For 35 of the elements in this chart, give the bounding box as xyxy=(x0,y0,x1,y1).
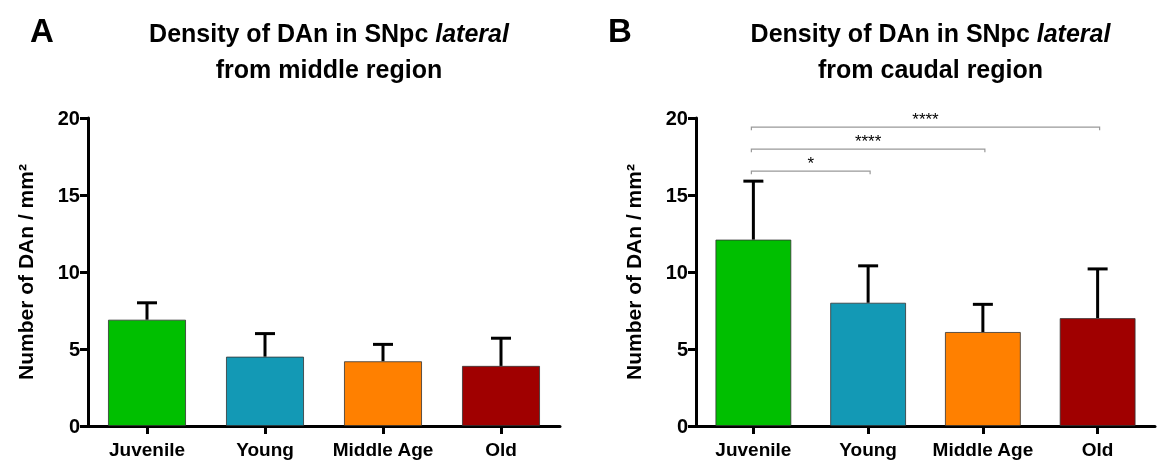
bar xyxy=(945,332,1021,426)
y-tick-label: 10 xyxy=(57,261,80,283)
bar xyxy=(830,302,906,426)
y-tick-label: 20 xyxy=(665,107,688,129)
x-tick-label: Middle Age xyxy=(332,439,434,460)
y-tick-label: 0 xyxy=(676,415,688,437)
bar xyxy=(226,356,304,426)
x-tick-label: Young xyxy=(236,439,294,460)
annotation: * xyxy=(807,154,815,174)
x-tick-label: Young xyxy=(839,439,897,460)
chart-title: Density of DAn in SNpc lateral from middle region xyxy=(149,19,510,83)
y-tick-label: 10 xyxy=(665,261,688,283)
bar xyxy=(108,319,186,426)
bar xyxy=(1059,318,1136,426)
bar xyxy=(715,239,792,426)
x-tick-label: Old xyxy=(1081,439,1114,460)
x-tick-label: Juvenile xyxy=(715,439,792,460)
y-tick-label: 5 xyxy=(68,338,80,360)
x-tick-label: Middle Age xyxy=(932,439,1034,460)
y-tick-label: 20 xyxy=(57,107,80,129)
text: B xyxy=(608,12,632,49)
x-tick-label: Juvenile xyxy=(108,439,186,460)
text: A xyxy=(30,12,54,49)
bar xyxy=(344,361,422,426)
y-tick-label: 15 xyxy=(665,184,688,206)
bar xyxy=(462,365,540,426)
y-axis-title: Number of DAn / mm² xyxy=(14,164,37,380)
y-tick-label: 0 xyxy=(68,415,80,437)
y-axis-title: Number of DAn / mm² xyxy=(622,164,645,380)
x-tick-label: Old xyxy=(485,439,517,460)
chart-title: Density of DAn in SNpc lateral from caudal region xyxy=(750,19,1112,83)
annotation: **** xyxy=(854,132,882,152)
y-tick-label: 15 xyxy=(57,184,80,206)
y-tick-label: 5 xyxy=(676,338,688,360)
annotation: **** xyxy=(912,110,940,130)
